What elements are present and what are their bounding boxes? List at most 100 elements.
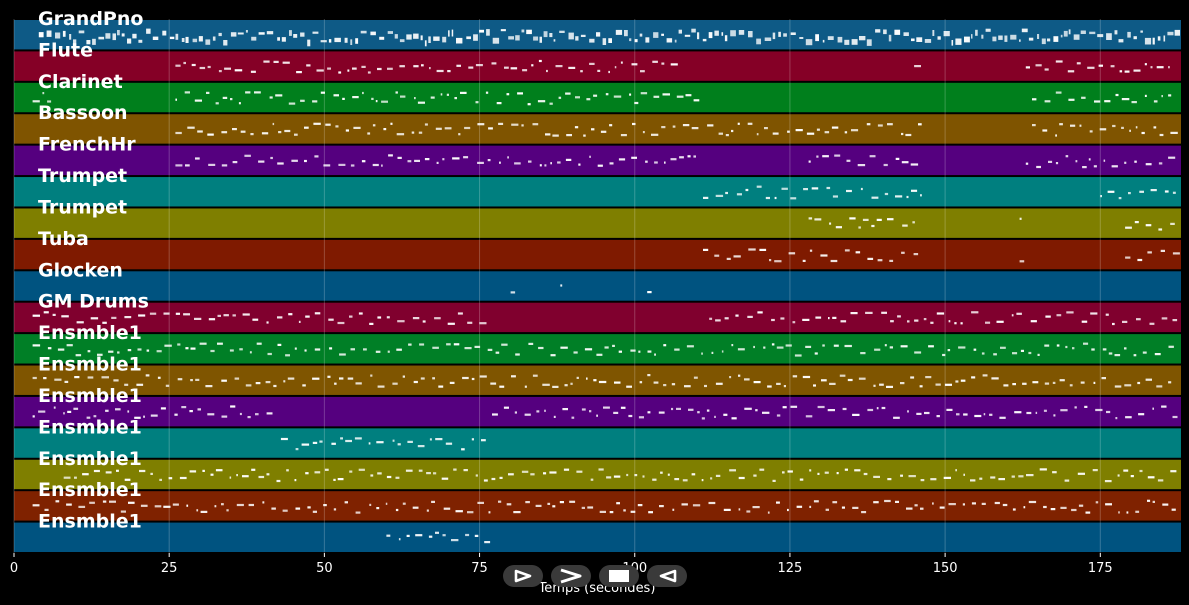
note-mark bbox=[1170, 470, 1177, 473]
note-mark bbox=[624, 30, 628, 37]
note-mark bbox=[835, 226, 842, 229]
note-mark bbox=[418, 469, 423, 472]
note-mark bbox=[805, 345, 812, 348]
note-mark bbox=[963, 413, 968, 416]
note-mark bbox=[697, 32, 700, 40]
note-mark bbox=[266, 473, 270, 476]
note-mark bbox=[815, 316, 822, 319]
note-mark bbox=[571, 416, 575, 419]
note-mark bbox=[436, 69, 444, 73]
note-mark bbox=[1152, 407, 1154, 410]
x-tick-label: 175 bbox=[1088, 561, 1113, 576]
note-mark bbox=[889, 346, 893, 349]
note-mark bbox=[486, 29, 490, 36]
note-mark bbox=[990, 476, 996, 479]
note-mark bbox=[706, 409, 710, 412]
note-mark bbox=[490, 382, 497, 385]
note-mark bbox=[1150, 66, 1153, 69]
note-mark bbox=[981, 34, 984, 39]
note-mark bbox=[590, 478, 594, 481]
note-mark bbox=[407, 440, 413, 443]
note-mark bbox=[408, 343, 412, 346]
note-mark bbox=[996, 320, 1004, 323]
note-mark bbox=[349, 315, 353, 318]
note-mark bbox=[688, 408, 694, 411]
note-mark bbox=[738, 508, 741, 511]
note-mark bbox=[609, 124, 613, 127]
note-mark bbox=[87, 376, 94, 379]
track-label: Bassoon bbox=[38, 102, 128, 124]
note-mark bbox=[651, 133, 659, 136]
note-mark bbox=[267, 352, 272, 356]
note-mark bbox=[1108, 352, 1113, 355]
note-mark bbox=[1105, 313, 1109, 316]
note-mark bbox=[277, 37, 280, 41]
note-mark bbox=[221, 164, 228, 167]
note-mark bbox=[375, 350, 381, 353]
note-mark bbox=[559, 501, 564, 504]
note-mark bbox=[682, 479, 688, 482]
note-mark bbox=[983, 413, 986, 416]
note-mark bbox=[684, 385, 691, 388]
note-mark bbox=[506, 503, 512, 506]
note-mark bbox=[725, 134, 729, 137]
note-mark bbox=[458, 133, 461, 136]
note-mark bbox=[884, 192, 889, 196]
note-mark bbox=[776, 414, 781, 417]
play-button[interactable] bbox=[503, 565, 543, 587]
note-mark bbox=[420, 377, 425, 380]
note-mark bbox=[1115, 417, 1118, 420]
note-mark bbox=[939, 506, 945, 509]
note-mark bbox=[1160, 249, 1165, 252]
note-mark bbox=[1026, 411, 1032, 415]
note-mark bbox=[271, 507, 276, 510]
note-mark bbox=[443, 507, 451, 510]
note-mark bbox=[406, 34, 412, 40]
note-mark bbox=[1056, 314, 1062, 317]
note-mark bbox=[999, 416, 1006, 419]
note-mark bbox=[678, 29, 682, 34]
track-label: Glocken bbox=[38, 259, 123, 281]
note-mark bbox=[906, 195, 909, 199]
note-mark bbox=[117, 30, 120, 36]
note-mark bbox=[312, 100, 318, 103]
note-mark bbox=[108, 350, 114, 353]
note-mark bbox=[177, 378, 183, 381]
note-mark bbox=[406, 534, 410, 537]
note-mark bbox=[564, 384, 568, 387]
note-mark bbox=[1125, 416, 1132, 419]
note-mark bbox=[477, 501, 484, 504]
stop-button[interactable] bbox=[599, 565, 639, 587]
note-mark bbox=[369, 322, 374, 325]
note-mark bbox=[847, 378, 853, 382]
note-mark bbox=[992, 36, 997, 42]
note-mark bbox=[481, 439, 486, 442]
note-mark bbox=[362, 91, 364, 95]
note-mark bbox=[78, 30, 85, 34]
note-mark bbox=[138, 314, 146, 317]
note-mark bbox=[1168, 381, 1172, 384]
note-mark bbox=[682, 124, 690, 127]
note-mark bbox=[1064, 479, 1070, 482]
note-mark bbox=[895, 195, 903, 198]
note-mark bbox=[230, 32, 237, 37]
forward-button[interactable] bbox=[551, 565, 591, 587]
note-mark bbox=[813, 384, 816, 387]
note-mark bbox=[471, 438, 474, 441]
note-mark bbox=[1090, 312, 1098, 315]
note-mark bbox=[138, 39, 143, 43]
note-mark bbox=[78, 505, 86, 508]
note-mark bbox=[53, 406, 56, 409]
note-mark bbox=[543, 472, 547, 475]
note-mark bbox=[1114, 385, 1122, 388]
note-mark bbox=[1123, 469, 1129, 472]
note-mark bbox=[1104, 100, 1111, 103]
note-mark bbox=[499, 161, 501, 164]
note-mark bbox=[763, 346, 766, 349]
note-mark bbox=[93, 415, 97, 418]
note-mark bbox=[888, 34, 892, 42]
rewind-button[interactable] bbox=[647, 565, 687, 587]
note-mark bbox=[946, 408, 953, 411]
note-mark bbox=[128, 501, 135, 504]
note-mark bbox=[871, 224, 875, 228]
